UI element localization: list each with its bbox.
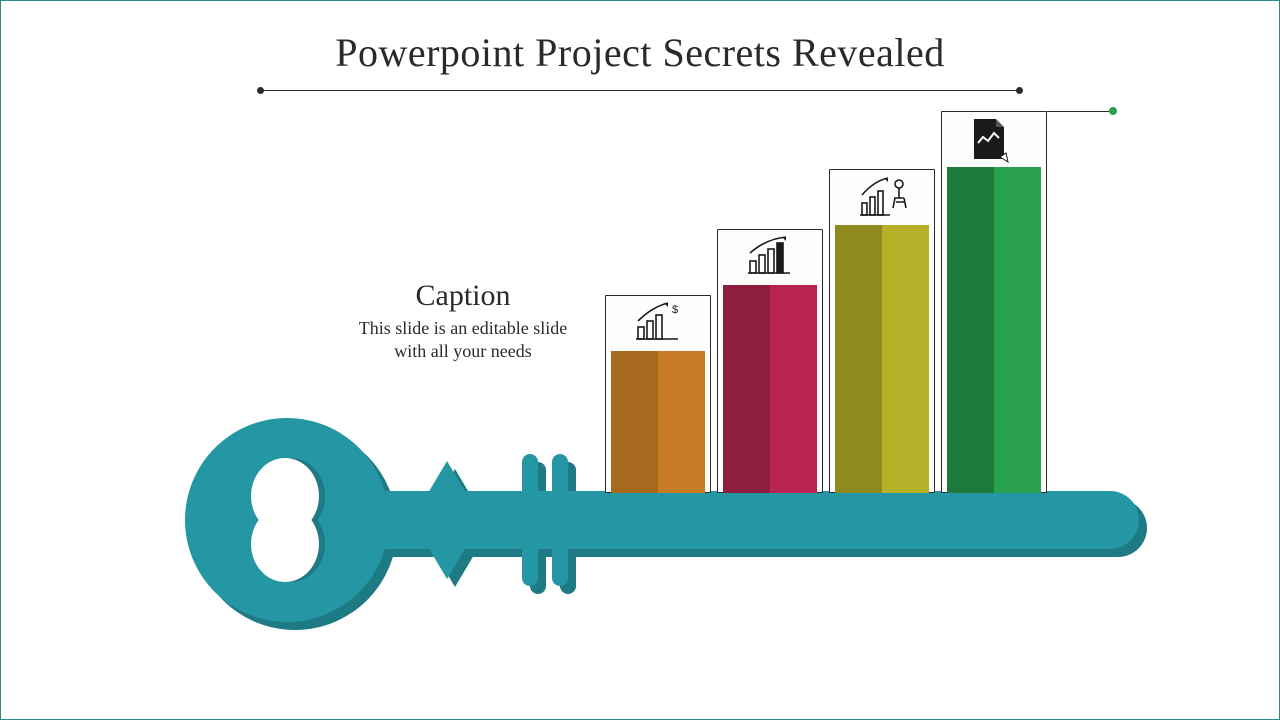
bar-right xyxy=(882,225,929,493)
connector-dot xyxy=(1109,107,1117,115)
document-chart-icon xyxy=(970,117,1010,168)
bars-layer: $ xyxy=(1,1,1280,721)
bar-right xyxy=(658,351,705,493)
bar-left xyxy=(723,285,770,493)
growth-person-icon xyxy=(858,175,908,222)
connector-line xyxy=(1047,111,1113,112)
svg-text:$: $ xyxy=(672,304,678,316)
bar-right xyxy=(994,167,1041,493)
bar-left xyxy=(611,351,658,493)
growth-dollar-icon: $ xyxy=(634,301,680,346)
bar-right xyxy=(770,285,817,493)
bar-left xyxy=(835,225,882,493)
growth-bars-icon xyxy=(746,235,792,280)
bar-left xyxy=(947,167,994,493)
